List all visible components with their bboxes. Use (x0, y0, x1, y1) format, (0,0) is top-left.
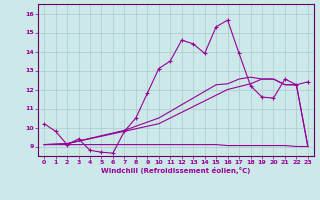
X-axis label: Windchill (Refroidissement éolien,°C): Windchill (Refroidissement éolien,°C) (101, 167, 251, 174)
